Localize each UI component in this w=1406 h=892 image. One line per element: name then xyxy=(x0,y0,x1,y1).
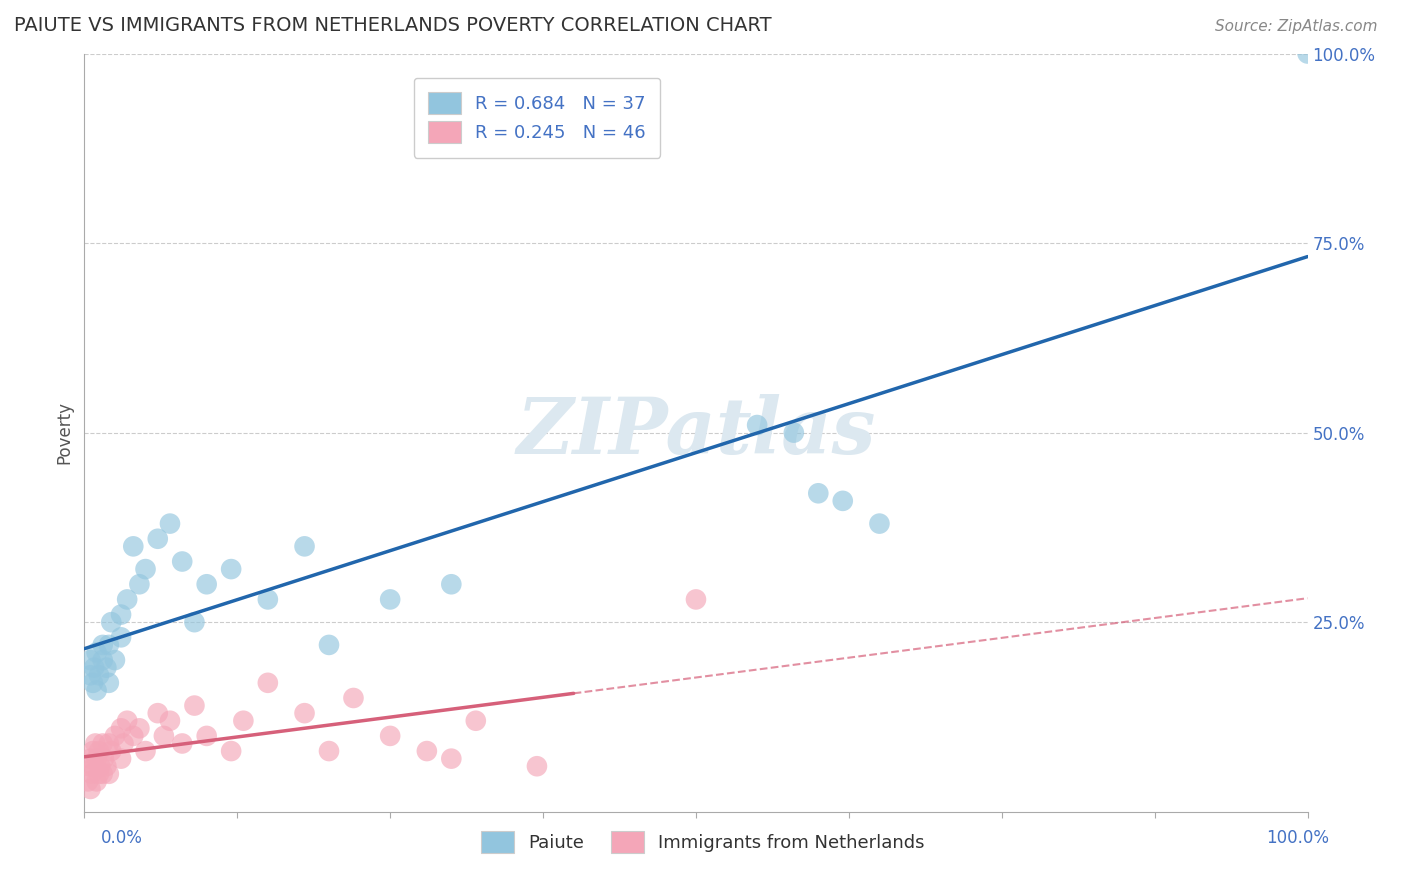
Point xyxy=(115,592,138,607)
Point xyxy=(783,425,806,440)
Point xyxy=(91,638,114,652)
Point xyxy=(122,539,145,553)
Point xyxy=(380,729,402,743)
Point xyxy=(232,714,254,728)
Point xyxy=(79,751,101,765)
Point xyxy=(83,759,105,773)
Point xyxy=(79,668,101,682)
Point xyxy=(869,516,891,531)
Point xyxy=(93,751,115,765)
Point xyxy=(77,759,100,773)
Point xyxy=(195,577,218,591)
Point xyxy=(342,691,364,706)
Point xyxy=(82,676,104,690)
Point xyxy=(128,721,150,735)
Point xyxy=(89,759,111,773)
Point xyxy=(183,615,205,630)
Y-axis label: Poverty: Poverty xyxy=(55,401,73,464)
Point xyxy=(87,744,110,758)
Point xyxy=(97,737,120,751)
Point xyxy=(80,767,103,781)
Point xyxy=(172,737,194,751)
Point xyxy=(83,660,105,675)
Point xyxy=(82,744,104,758)
Point xyxy=(79,653,101,667)
Point xyxy=(318,638,340,652)
Point xyxy=(86,683,108,698)
Text: ZIPatlas: ZIPatlas xyxy=(516,394,876,471)
Point xyxy=(195,729,218,743)
Point xyxy=(86,751,108,765)
Point xyxy=(294,706,316,721)
Point xyxy=(747,417,769,433)
Text: 0.0%: 0.0% xyxy=(101,829,143,847)
Point xyxy=(84,737,107,751)
Point xyxy=(183,698,205,713)
Point xyxy=(110,751,132,765)
Point xyxy=(318,744,340,758)
Point xyxy=(153,729,176,743)
Point xyxy=(122,729,145,743)
Point xyxy=(128,577,150,591)
Point xyxy=(100,615,122,630)
Point xyxy=(172,554,194,569)
Point xyxy=(96,660,118,675)
Point xyxy=(219,562,242,576)
Point xyxy=(110,721,132,735)
Point xyxy=(87,767,110,781)
Point xyxy=(97,767,120,781)
Point xyxy=(831,494,853,508)
Point xyxy=(104,653,127,667)
Point xyxy=(100,744,122,758)
Point xyxy=(135,562,157,576)
Text: Source: ZipAtlas.com: Source: ZipAtlas.com xyxy=(1215,20,1378,34)
Point xyxy=(380,592,402,607)
Point xyxy=(257,676,280,690)
Point xyxy=(526,759,548,773)
Point xyxy=(110,607,132,622)
Point xyxy=(110,630,132,644)
Point xyxy=(294,539,316,553)
Point xyxy=(146,532,169,546)
Point xyxy=(257,592,280,607)
Point xyxy=(115,714,138,728)
Point xyxy=(91,767,114,781)
Point xyxy=(1296,46,1319,61)
Legend: R = 0.684   N = 37, R = 0.245   N = 46: R = 0.684 N = 37, R = 0.245 N = 46 xyxy=(413,78,661,158)
Point xyxy=(159,516,181,531)
Point xyxy=(97,638,120,652)
Point xyxy=(79,781,101,797)
Point xyxy=(86,646,108,660)
Point xyxy=(112,737,135,751)
Point xyxy=(87,668,110,682)
Point xyxy=(219,744,242,758)
Point xyxy=(86,774,108,789)
Point xyxy=(440,577,463,591)
Legend: Paiute, Immigrants from Netherlands: Paiute, Immigrants from Netherlands xyxy=(474,824,932,861)
Point xyxy=(96,759,118,773)
Point xyxy=(135,744,157,758)
Point xyxy=(416,744,439,758)
Point xyxy=(440,751,463,765)
Point xyxy=(159,714,181,728)
Point xyxy=(464,714,486,728)
Point xyxy=(97,676,120,690)
Point xyxy=(77,774,100,789)
Text: 100.0%: 100.0% xyxy=(1265,829,1329,847)
Point xyxy=(91,737,114,751)
Point xyxy=(91,653,114,667)
Point xyxy=(104,729,127,743)
Point xyxy=(807,486,830,500)
Point xyxy=(146,706,169,721)
Point xyxy=(685,592,707,607)
Text: PAIUTE VS IMMIGRANTS FROM NETHERLANDS POVERTY CORRELATION CHART: PAIUTE VS IMMIGRANTS FROM NETHERLANDS PO… xyxy=(14,16,772,35)
